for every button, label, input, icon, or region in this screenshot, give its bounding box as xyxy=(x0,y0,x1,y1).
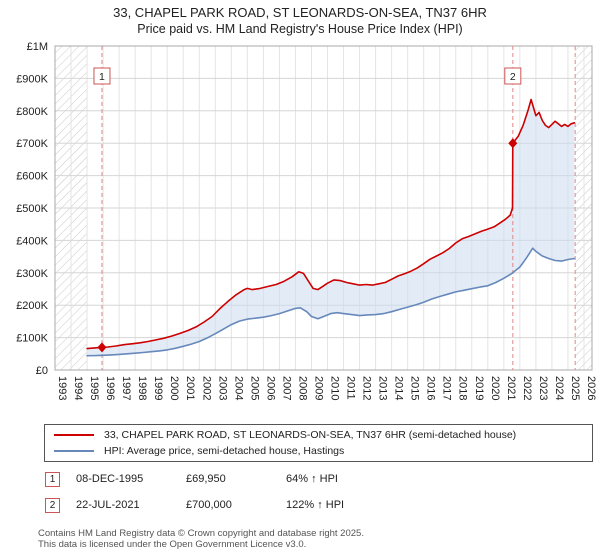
svg-text:2005: 2005 xyxy=(248,376,260,400)
svg-text:1997: 1997 xyxy=(120,376,132,400)
sale-hpi-change-1: 64% ↑ HPI xyxy=(286,473,338,485)
legend-item-property: 33, CHAPEL PARK ROAD, ST LEONARDS-ON-SEA… xyxy=(45,427,592,443)
svg-text:2003: 2003 xyxy=(216,376,228,400)
svg-text:2023: 2023 xyxy=(537,376,549,400)
svg-text:£900K: £900K xyxy=(16,73,48,85)
attribution-line-2: This data is licensed under the Open Gov… xyxy=(38,539,307,550)
svg-text:2007: 2007 xyxy=(280,376,292,400)
svg-text:2024: 2024 xyxy=(553,376,565,400)
svg-text:2013: 2013 xyxy=(377,376,389,400)
sale-events-list: 1 08-DEC-1995 £69,950 64% ↑ HPI 2 22-JUL… xyxy=(45,469,585,521)
svg-text:£1M: £1M xyxy=(27,41,48,53)
svg-text:2016: 2016 xyxy=(425,376,437,400)
svg-text:1999: 1999 xyxy=(152,376,164,400)
svg-text:2010: 2010 xyxy=(329,376,341,400)
svg-text:2017: 2017 xyxy=(441,376,453,400)
svg-text:2011: 2011 xyxy=(345,376,357,400)
property-line-swatch xyxy=(54,434,94,436)
svg-text:£600K: £600K xyxy=(16,171,48,183)
svg-text:2019: 2019 xyxy=(473,376,485,400)
svg-text:2009: 2009 xyxy=(312,376,324,400)
sale-row-1: 1 08-DEC-1995 £69,950 64% ↑ HPI xyxy=(45,469,585,489)
svg-text:2020: 2020 xyxy=(489,376,501,400)
hpi-line-swatch xyxy=(54,450,94,452)
svg-text:1993: 1993 xyxy=(56,376,68,400)
sale-date-2: 22-JUL-2021 xyxy=(76,499,140,511)
sale-price-1: £69,950 xyxy=(186,473,226,485)
legend-item-hpi: HPI: Average price, semi-detached house,… xyxy=(45,443,592,459)
page-title: 33, CHAPEL PARK ROAD, ST LEONARDS-ON-SEA… xyxy=(113,5,487,20)
sale-row-2: 2 22-JUL-2021 £700,000 122% ↑ HPI xyxy=(45,495,585,515)
svg-text:2018: 2018 xyxy=(457,376,469,400)
chart-legend: 33, CHAPEL PARK ROAD, ST LEONARDS-ON-SEA… xyxy=(44,424,593,462)
sale-number-badge-1: 1 xyxy=(45,471,60,487)
svg-text:2025: 2025 xyxy=(569,376,581,400)
svg-text:2004: 2004 xyxy=(232,376,244,400)
svg-text:£0: £0 xyxy=(36,365,48,377)
svg-text:1995: 1995 xyxy=(88,376,100,400)
svg-text:1: 1 xyxy=(99,71,105,83)
svg-text:2002: 2002 xyxy=(200,376,212,400)
svg-text:£700K: £700K xyxy=(16,138,48,150)
svg-text:2006: 2006 xyxy=(264,376,276,400)
svg-text:2008: 2008 xyxy=(296,376,308,400)
svg-text:2026: 2026 xyxy=(585,376,597,400)
svg-text:£400K: £400K xyxy=(16,235,48,247)
attribution-line-1: Contains HM Land Registry data © Crown c… xyxy=(38,528,364,539)
page-subtitle: Price paid vs. HM Land Registry's House … xyxy=(137,22,463,36)
legend-label-hpi: HPI: Average price, semi-detached house,… xyxy=(104,445,345,457)
price-history-chart: 1 2 £0 £100K £200K £300K £400K £500K £600K £700K £… xyxy=(16,41,597,400)
svg-text:2000: 2000 xyxy=(168,376,180,400)
sale-date-1: 08-DEC-1995 xyxy=(76,473,144,485)
svg-text:2012: 2012 xyxy=(361,376,373,400)
svg-text:2001: 2001 xyxy=(184,376,196,400)
svg-text:£100K: £100K xyxy=(16,333,48,345)
legend-label-property: 33, CHAPEL PARK ROAD, ST LEONARDS-ON-SEA… xyxy=(104,429,517,441)
sale-number-badge-2: 2 xyxy=(45,497,60,513)
svg-text:2014: 2014 xyxy=(393,376,405,400)
svg-text:£300K: £300K xyxy=(16,268,48,280)
sale-hpi-change-2: 122% ↑ HPI xyxy=(286,499,345,511)
svg-text:2015: 2015 xyxy=(409,376,421,400)
svg-text:2022: 2022 xyxy=(521,376,533,400)
svg-text:1996: 1996 xyxy=(104,376,116,400)
svg-text:£200K: £200K xyxy=(16,300,48,312)
svg-text:2021: 2021 xyxy=(505,376,517,400)
svg-text:2: 2 xyxy=(510,71,516,83)
sale-price-2: £700,000 xyxy=(186,499,232,511)
svg-text:£500K: £500K xyxy=(16,203,48,215)
svg-text:£800K: £800K xyxy=(16,106,48,118)
svg-text:1994: 1994 xyxy=(72,376,84,400)
attribution-footer: Contains HM Land Registry data © Crown c… xyxy=(38,528,364,550)
svg-text:1998: 1998 xyxy=(136,376,148,400)
